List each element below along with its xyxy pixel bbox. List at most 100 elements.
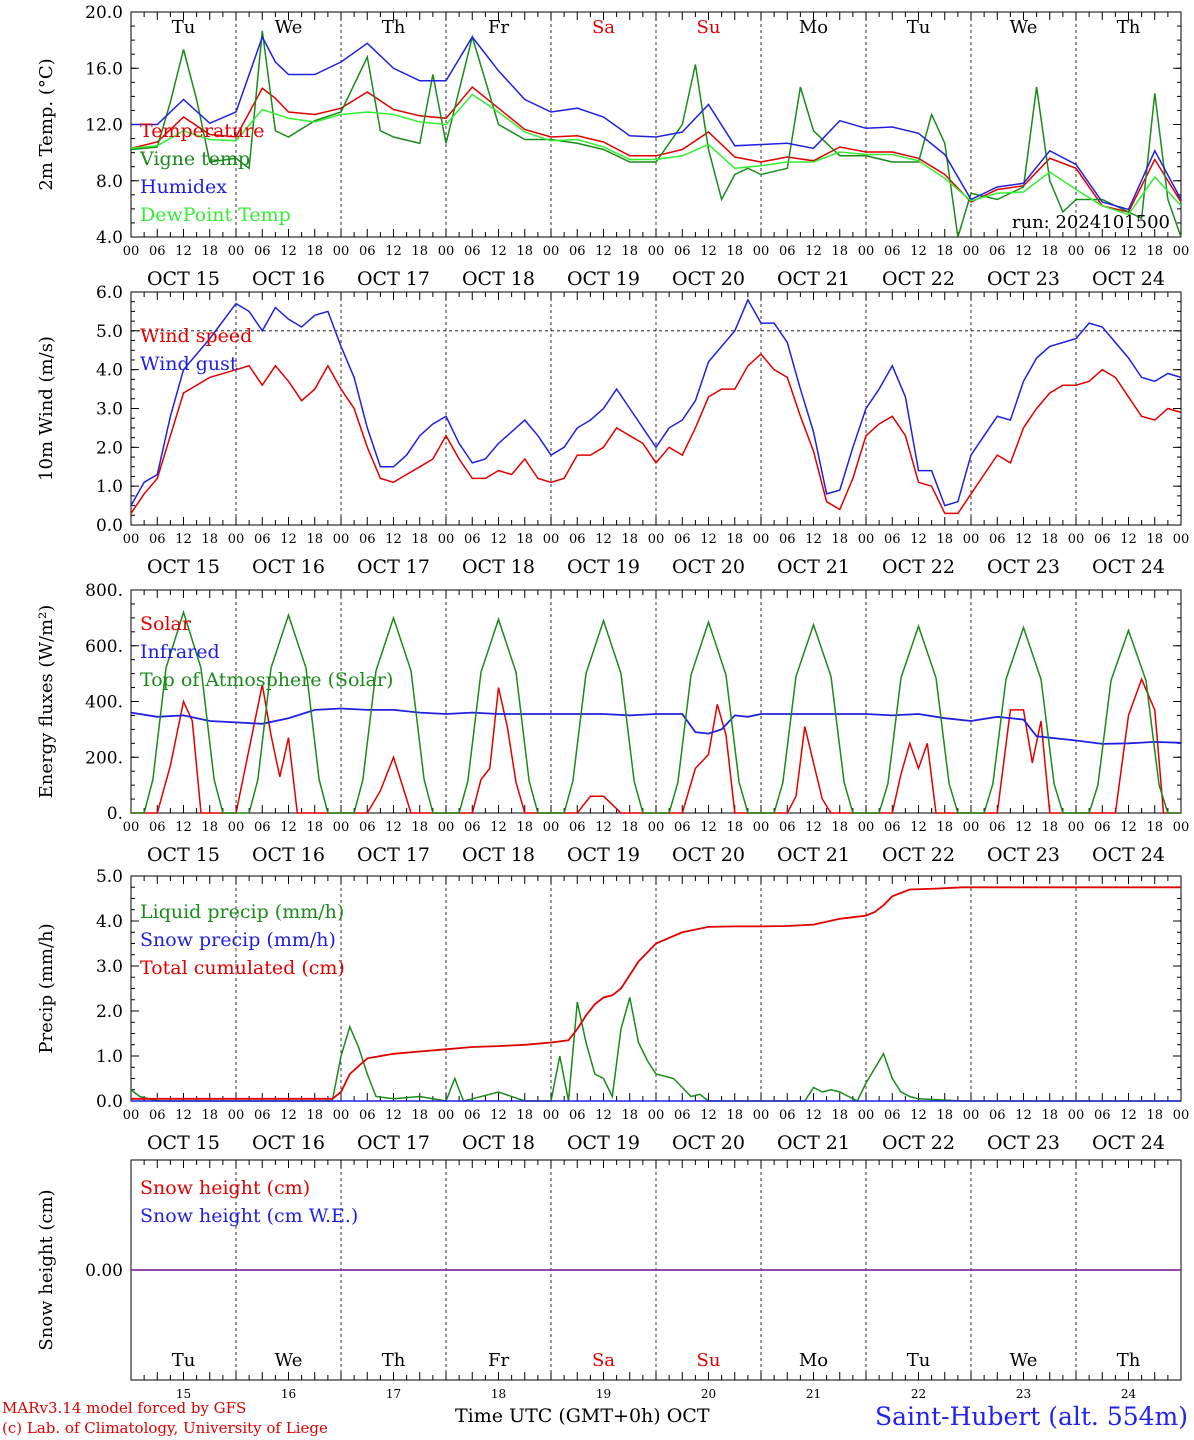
weekday-label: Fr xyxy=(488,17,509,38)
hour-tick-label: 06 xyxy=(884,1108,901,1123)
series-line-4 xyxy=(130,93,1182,216)
hour-tick-label: 00 xyxy=(963,532,980,547)
hour-tick-label: 12 xyxy=(490,532,507,547)
hour-tick-label: 12 xyxy=(910,820,927,835)
y-axis-label: Snow height (cm) xyxy=(36,1189,57,1350)
weekday-label: Sa xyxy=(592,1350,615,1371)
hour-tick-label: 00 xyxy=(963,1108,980,1123)
hour-tick-label: 12 xyxy=(910,1108,927,1123)
date-label: OCT 17 xyxy=(357,268,430,290)
date-label: OCT 17 xyxy=(357,556,430,578)
hour-tick-label: 00 xyxy=(858,532,875,547)
hour-tick-label: 00 xyxy=(543,532,560,547)
hour-tick-label: 06 xyxy=(884,244,901,259)
hour-tick-label: 06 xyxy=(1094,532,1111,547)
date-label: OCT 19 xyxy=(567,1132,640,1154)
weekday-label: Tu xyxy=(907,17,931,38)
hour-tick-label: 18 xyxy=(621,1108,638,1123)
weekday-label: Fr xyxy=(488,1350,509,1371)
day-number-label: 22 xyxy=(911,1387,926,1401)
hour-tick-label: 12 xyxy=(280,1108,297,1123)
hour-tick-label: 00 xyxy=(648,532,665,547)
hour-tick-label: 18 xyxy=(936,820,953,835)
hour-tick-label: 06 xyxy=(464,820,481,835)
date-label: OCT 24 xyxy=(1092,556,1165,578)
hour-tick-label: 06 xyxy=(1094,1108,1111,1123)
y-tick-label: 600. xyxy=(85,637,123,657)
date-label: OCT 21 xyxy=(777,556,850,578)
hour-tick-label: 06 xyxy=(674,244,691,259)
day-number-label: 21 xyxy=(806,1387,821,1401)
y-tick-label: 20.0 xyxy=(85,3,123,23)
hour-tick-label: 06 xyxy=(254,1108,271,1123)
legend-entry: Top of Atmosphere (Solar) xyxy=(140,669,393,691)
hour-tick-label: 00 xyxy=(123,532,140,547)
hour-tick-label: 12 xyxy=(490,244,507,259)
hour-tick-label: 18 xyxy=(621,820,638,835)
hour-tick-label: 00 xyxy=(228,532,245,547)
hour-tick-label: 18 xyxy=(201,1108,218,1123)
y-tick-label: 4.0 xyxy=(96,361,123,381)
hour-tick-label: 12 xyxy=(700,820,717,835)
date-label: OCT 18 xyxy=(462,1132,535,1154)
hour-tick-label: 12 xyxy=(1120,532,1137,547)
hour-tick-label: 00 xyxy=(438,1108,455,1123)
date-label: OCT 15 xyxy=(147,1132,220,1154)
day-number-label: 18 xyxy=(491,1387,506,1401)
hour-tick-label: 00 xyxy=(1068,532,1085,547)
date-label: OCT 24 xyxy=(1092,844,1165,866)
hour-tick-label: 12 xyxy=(1120,820,1137,835)
hour-tick-label: 00 xyxy=(123,1108,140,1123)
date-label: OCT 21 xyxy=(777,844,850,866)
hour-tick-label: 00 xyxy=(963,244,980,259)
weekday-label: We xyxy=(1010,1350,1038,1371)
legend-entry: Snow precip (mm/h) xyxy=(140,929,336,951)
weekday-label: Mo xyxy=(799,17,828,38)
hour-tick-label: 18 xyxy=(831,1108,848,1123)
hour-tick-label: 18 xyxy=(726,820,743,835)
date-label: OCT 22 xyxy=(882,844,955,866)
y-tick-label: 0.0 xyxy=(96,516,123,536)
date-label: OCT 15 xyxy=(147,844,220,866)
series-line-3 xyxy=(131,35,1182,211)
run-label: run: 2024101500 xyxy=(1012,212,1170,233)
hour-tick-label: 18 xyxy=(306,820,323,835)
hour-tick-label: 00 xyxy=(228,244,245,259)
y-tick-label: 200. xyxy=(85,748,123,768)
hour-tick-label: 12 xyxy=(805,820,822,835)
legend-entry: Wind gust xyxy=(140,353,238,375)
date-label: OCT 23 xyxy=(987,844,1060,866)
weekday-label: Tu xyxy=(172,1350,196,1371)
day-number-label: 23 xyxy=(1016,1387,1031,1401)
legend-entry: Total cumulated (cm) xyxy=(140,957,345,979)
y-tick-label: 1.0 xyxy=(96,1047,123,1067)
hour-tick-label: 12 xyxy=(280,532,297,547)
station-label: Saint-Hubert (alt. 554m) xyxy=(874,1402,1188,1431)
y-tick-label: 5.0 xyxy=(96,867,123,887)
hour-tick-label: 00 xyxy=(123,244,140,259)
copyright-credit: (c) Lab. of Climatology, University of L… xyxy=(2,1419,328,1437)
y-tick-label: 0.0 xyxy=(96,1092,123,1112)
hour-tick-label: 18 xyxy=(516,244,533,259)
day-number-label: 15 xyxy=(176,1387,191,1401)
date-label: OCT 22 xyxy=(882,1132,955,1154)
hour-tick-label: 18 xyxy=(1146,820,1163,835)
y-tick-label: 0.00 xyxy=(85,1261,123,1281)
hour-tick-label: 18 xyxy=(306,1108,323,1123)
date-label: OCT 16 xyxy=(252,556,325,578)
date-label: OCT 20 xyxy=(672,268,745,290)
weekday-label: Tu xyxy=(172,17,196,38)
hour-tick-label: 18 xyxy=(1041,1108,1058,1123)
hour-tick-label: 00 xyxy=(1068,820,1085,835)
model-credit: MARv3.14 model forced by GFS xyxy=(2,1399,247,1417)
hour-tick-label: 18 xyxy=(936,244,953,259)
y-axis-label: Precip (mm/h) xyxy=(36,923,57,1053)
hour-tick-label: 12 xyxy=(280,820,297,835)
hour-tick-label: 00 xyxy=(438,244,455,259)
hour-tick-label: 18 xyxy=(411,1108,428,1123)
date-label: OCT 24 xyxy=(1092,1132,1165,1154)
hour-tick-label: 00 xyxy=(1173,1108,1190,1123)
hour-tick-label: 18 xyxy=(831,532,848,547)
hour-tick-label: 18 xyxy=(516,820,533,835)
hour-tick-label: 06 xyxy=(569,532,586,547)
